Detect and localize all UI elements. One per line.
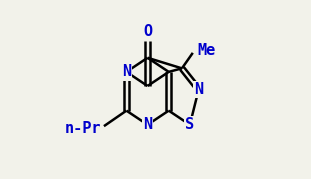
Text: N: N — [122, 64, 131, 79]
Text: Me: Me — [198, 43, 216, 58]
Text: n-Pr: n-Pr — [64, 121, 101, 136]
Text: N: N — [143, 117, 152, 132]
Text: O: O — [143, 24, 152, 39]
Text: S: S — [185, 117, 194, 132]
Text: N: N — [194, 82, 203, 97]
